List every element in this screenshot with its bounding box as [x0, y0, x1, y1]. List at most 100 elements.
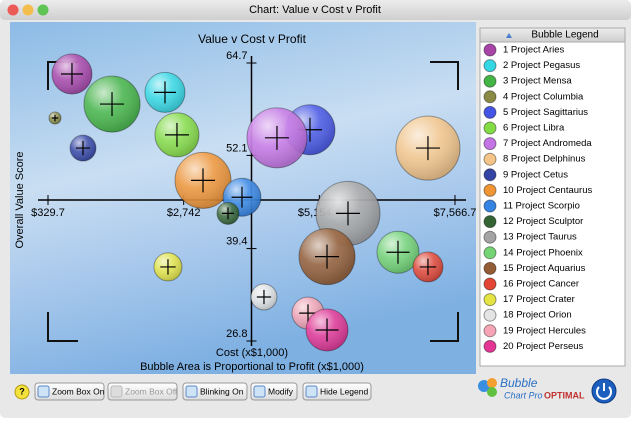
legend-swatch — [483, 121, 497, 135]
button-icon — [37, 385, 50, 398]
x-tick-label: $329.7 — [31, 207, 65, 219]
legend-label: 12 Project Sculptor — [503, 216, 583, 227]
logo-edition: OPTIMAL — [544, 390, 585, 400]
toolbar: ? Zoom Box On Zoom Box Off Blinking On Modi… — [14, 382, 372, 401]
legend-label: 18 Project Orion — [503, 310, 572, 321]
legend-swatch — [483, 246, 497, 260]
button-frame — [302, 382, 372, 401]
minimize-button[interactable] — [22, 4, 34, 16]
legend-swatch — [483, 152, 497, 166]
legend-label: 13 Project Taurus — [503, 232, 577, 243]
legend-header[interactable] — [479, 27, 626, 43]
legend-label: 9 Project Cetus — [503, 169, 568, 180]
bubble-center — [299, 304, 317, 322]
button-label: Modify — [268, 386, 294, 396]
legend-label: 20 Project Perseus — [503, 341, 584, 352]
chart-subtitle: Bubble Area is Proportional to Profit (x… — [140, 361, 364, 373]
toolbar-button[interactable]: Blinking On — [182, 382, 248, 401]
button-icon — [305, 385, 318, 398]
bubble — [83, 75, 141, 133]
toolbar-button[interactable]: Hide Legend — [302, 382, 372, 401]
chart-title: Value v Cost v Profit — [198, 32, 306, 46]
legend-label: 17 Project Crater — [503, 294, 575, 305]
help-label: ? — [19, 386, 25, 396]
bubble-center — [415, 136, 440, 161]
bubble-center — [160, 259, 176, 275]
help-button[interactable] — [14, 384, 30, 400]
legend-swatch — [483, 59, 497, 73]
legend-label: 15 Project Aquarius — [503, 263, 586, 274]
legend-label: 10 Project Centaurus — [503, 185, 592, 196]
legend-swatch — [483, 293, 497, 307]
power-icon — [596, 383, 612, 400]
y-tick-label: 64.7 — [226, 50, 247, 62]
logo-product: Chart Pro — [504, 390, 543, 400]
button-icon — [185, 385, 198, 398]
toolbar-button[interactable]: Modify — [250, 382, 298, 401]
legend-label: 19 Project Hercules — [503, 325, 586, 336]
bubble-center — [335, 201, 360, 226]
bubble-center — [100, 92, 125, 117]
logo-name: Bubble — [500, 376, 538, 390]
toolbar-button[interactable]: Zoom Box On — [34, 382, 105, 401]
x-tick-label: $7,566.7 — [434, 207, 477, 219]
x-axis-label: Cost (x$1,000) — [216, 347, 288, 359]
legend-label: 5 Project Sagittarius — [503, 107, 588, 118]
button-frame — [34, 382, 105, 401]
legend-swatch — [483, 308, 497, 322]
bubble — [153, 252, 183, 282]
legend-swatch — [483, 215, 497, 229]
legend-swatch — [483, 137, 497, 151]
bubble — [51, 53, 93, 95]
legend-swatch — [483, 277, 497, 291]
legend-label: 8 Project Delphinus — [503, 154, 586, 165]
legend-swatch — [483, 199, 497, 213]
button-icon — [110, 385, 123, 398]
button-icon — [253, 385, 266, 398]
legend-swatch — [483, 324, 497, 338]
legend-swatch — [483, 168, 497, 182]
bubble — [246, 107, 308, 169]
bubble-center — [221, 207, 235, 220]
logo-dot — [487, 378, 497, 388]
legend-label: 14 Project Phoenix — [503, 247, 583, 258]
y-tick-label: 26.8 — [226, 328, 247, 340]
bubble-center — [386, 240, 410, 264]
legend-swatch — [483, 90, 497, 104]
bubble-center — [60, 63, 83, 86]
bubble — [298, 228, 356, 286]
legend-swatch — [483, 105, 497, 119]
chart-area: Value v Cost v Profit Cost (x$1,000) Bub… — [10, 22, 476, 374]
zoom-button[interactable] — [37, 4, 49, 16]
window-title: Chart: Value v Cost v Profit — [249, 4, 381, 16]
bubble — [395, 115, 461, 181]
legend-label: 16 Project Cancer — [503, 279, 579, 290]
bubble — [174, 151, 232, 209]
bubble-center — [315, 244, 340, 269]
close-button[interactable] — [7, 4, 19, 16]
legend-label: 1 Project Aries — [503, 45, 564, 56]
bubble-center — [191, 168, 216, 193]
legend-swatch — [483, 339, 497, 353]
x-tick-label: $2,742 — [167, 207, 201, 219]
bubble — [305, 308, 349, 352]
bubble — [48, 111, 62, 125]
zoom-corners — [47, 61, 459, 342]
bubble — [144, 71, 186, 113]
bubble-center — [51, 114, 59, 122]
legend-label: 2 Project Pegasus — [503, 60, 580, 71]
legend-label: 3 Project Mensa — [503, 76, 572, 87]
bubble — [154, 112, 200, 158]
bubble-center — [315, 318, 339, 342]
legend-swatch — [483, 183, 497, 197]
y-tick-label: 52.1 — [226, 142, 247, 154]
legend-swatch — [483, 230, 497, 244]
button-label: Zoom Box Off — [125, 386, 178, 396]
legend-swatch — [483, 74, 497, 88]
bubble — [250, 283, 278, 311]
bubble — [376, 230, 420, 274]
legend-swatch — [483, 43, 497, 57]
logo: Bubble Chart Pro OPTIMAL — [478, 376, 585, 400]
legend-label: 7 Project Andromeda — [503, 138, 592, 149]
